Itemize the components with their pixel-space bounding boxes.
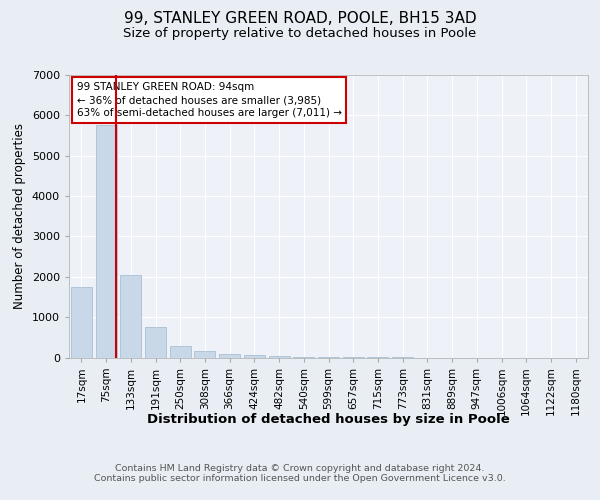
Text: Size of property relative to detached houses in Poole: Size of property relative to detached ho…	[124, 28, 476, 40]
Bar	[145, 327, 166, 358]
Text: 99, STANLEY GREEN ROAD, POOLE, BH15 3AD: 99, STANLEY GREEN ROAD, POOLE, BH15 3AD	[124, 11, 476, 26]
Bar	[120, 275, 141, 357]
Bar	[219, 354, 240, 358]
Bar	[71, 287, 92, 358]
Bar	[244, 356, 265, 358]
Bar	[194, 352, 215, 358]
Bar	[95, 126, 116, 358]
Y-axis label: Number of detached properties: Number of detached properties	[13, 123, 26, 309]
Bar	[293, 357, 314, 358]
Text: 99 STANLEY GREEN ROAD: 94sqm
← 36% of detached houses are smaller (3,985)
63% of: 99 STANLEY GREEN ROAD: 94sqm ← 36% of de…	[77, 82, 342, 118]
Text: Distribution of detached houses by size in Poole: Distribution of detached houses by size …	[148, 412, 510, 426]
Bar	[269, 356, 290, 358]
Text: Contains HM Land Registry data © Crown copyright and database right 2024.
Contai: Contains HM Land Registry data © Crown c…	[94, 464, 506, 483]
Bar	[170, 346, 191, 358]
